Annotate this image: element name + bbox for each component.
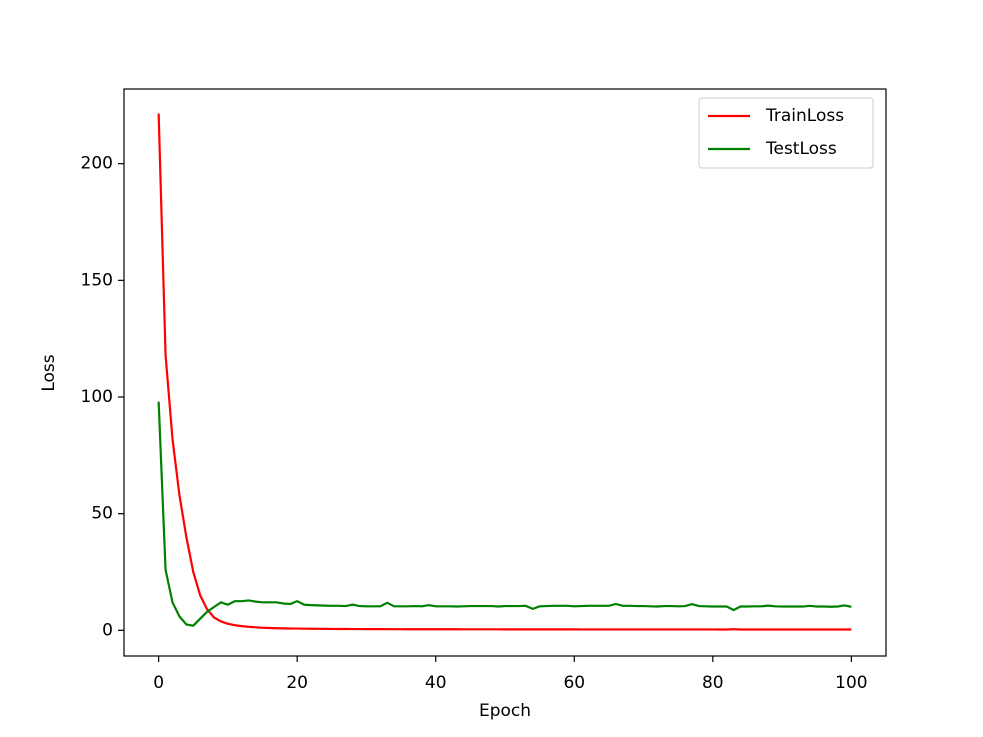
y-tick-label: 100 <box>81 387 113 407</box>
y-tick-label: 200 <box>81 154 113 174</box>
y-tick-label: 150 <box>81 270 113 290</box>
line-series <box>157 113 852 631</box>
y-tick-label: 50 <box>91 504 113 524</box>
x-tick-label: 40 <box>425 673 447 693</box>
line-series <box>157 401 852 627</box>
x-tick-label: 80 <box>702 673 724 693</box>
x-tick-label: 0 <box>153 673 164 693</box>
x-tick-label: 60 <box>563 673 585 693</box>
x-axis-label: Epoch <box>479 701 531 721</box>
x-tick-label: 20 <box>286 673 308 693</box>
legend-label: TrainLoss <box>765 106 844 126</box>
x-tick-label: 100 <box>835 673 867 693</box>
y-axis-label: Loss <box>39 354 59 391</box>
y-tick-label: 0 <box>102 620 113 640</box>
legend-label: TestLoss <box>765 139 837 159</box>
plot-frame <box>123 88 887 657</box>
